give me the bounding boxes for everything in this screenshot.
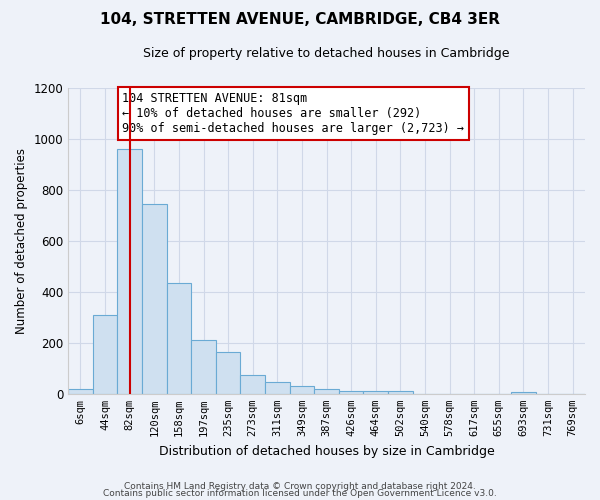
Bar <box>167 283 191 394</box>
Bar <box>265 382 290 394</box>
Bar <box>118 149 142 394</box>
Title: Size of property relative to detached houses in Cambridge: Size of property relative to detached ho… <box>143 48 510 60</box>
Bar <box>511 392 536 394</box>
Bar <box>142 204 167 394</box>
Text: 104, STRETTEN AVENUE, CAMBRIDGE, CB4 3ER: 104, STRETTEN AVENUE, CAMBRIDGE, CB4 3ER <box>100 12 500 28</box>
Text: 104 STRETTEN AVENUE: 81sqm
← 10% of detached houses are smaller (292)
90% of sem: 104 STRETTEN AVENUE: 81sqm ← 10% of deta… <box>122 92 464 135</box>
Bar <box>93 315 118 394</box>
Bar <box>216 352 241 394</box>
Bar <box>241 376 265 394</box>
Y-axis label: Number of detached properties: Number of detached properties <box>15 148 28 334</box>
Bar <box>364 392 388 394</box>
Bar <box>68 388 93 394</box>
Text: Contains HM Land Registry data © Crown copyright and database right 2024.: Contains HM Land Registry data © Crown c… <box>124 482 476 491</box>
Bar <box>314 390 339 394</box>
X-axis label: Distribution of detached houses by size in Cambridge: Distribution of detached houses by size … <box>159 444 494 458</box>
Bar <box>339 392 364 394</box>
Text: Contains public sector information licensed under the Open Government Licence v3: Contains public sector information licen… <box>103 490 497 498</box>
Bar <box>191 340 216 394</box>
Bar <box>388 392 413 394</box>
Bar <box>290 386 314 394</box>
